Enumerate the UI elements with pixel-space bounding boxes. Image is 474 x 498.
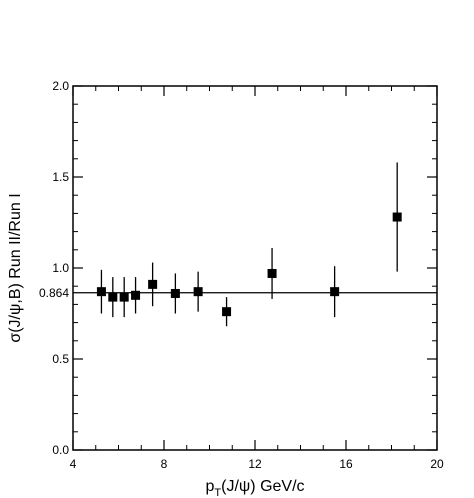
data-point: [119, 292, 129, 302]
data-point: [222, 307, 232, 317]
reference-line-label: 0.864: [39, 286, 69, 300]
x-tick-label: 20: [430, 457, 444, 471]
data-point: [267, 268, 277, 278]
data-point: [392, 212, 402, 222]
y-tick-label: 0.5: [52, 352, 69, 366]
x-tick-label: 8: [161, 457, 168, 471]
data-point: [170, 288, 180, 298]
tick-labels: 4 8 12 16 20 0.0 0.5 1.0 1.5 2.0: [52, 79, 444, 471]
x-tick-label: 16: [339, 457, 353, 471]
data-points: [96, 162, 402, 327]
plot-frame: [72, 85, 438, 451]
y-tick-label: 1.5: [52, 170, 69, 184]
data-point: [330, 287, 340, 297]
y-tick-label: 0.0: [52, 443, 69, 457]
x-tick-label: 12: [248, 457, 262, 471]
data-point: [96, 287, 106, 297]
data-point: [193, 287, 203, 297]
x-axis-title: pT(J/ψ) GeV/c: [205, 478, 304, 498]
major-ticks: [72, 85, 438, 451]
y-tick-label: 1.0: [52, 261, 69, 275]
y-tick-label: 2.0: [52, 79, 69, 93]
data-point: [108, 292, 118, 302]
data-point: [148, 279, 158, 289]
minor-ticks: [72, 85, 438, 451]
x-tick-label: 4: [70, 457, 77, 471]
data-point: [131, 290, 141, 300]
y-axis-title: σ(J/ψ,B) Run II/Run I: [7, 193, 24, 342]
